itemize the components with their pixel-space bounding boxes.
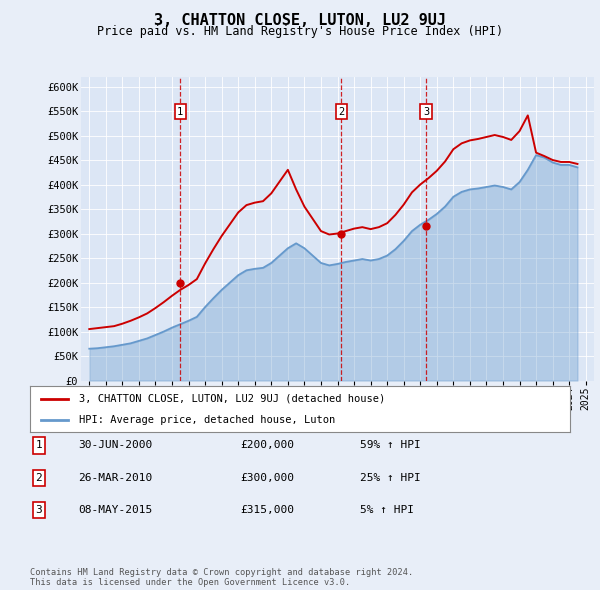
Text: 1: 1 [35, 441, 43, 450]
Text: £200,000: £200,000 [240, 441, 294, 450]
Text: 26-MAR-2010: 26-MAR-2010 [78, 473, 152, 483]
Text: 2: 2 [338, 107, 344, 117]
Text: 5% ↑ HPI: 5% ↑ HPI [360, 506, 414, 515]
Text: HPI: Average price, detached house, Luton: HPI: Average price, detached house, Luto… [79, 415, 335, 425]
Text: 08-MAY-2015: 08-MAY-2015 [78, 506, 152, 515]
Text: £315,000: £315,000 [240, 506, 294, 515]
Text: 25% ↑ HPI: 25% ↑ HPI [360, 473, 421, 483]
Text: Contains HM Land Registry data © Crown copyright and database right 2024.
This d: Contains HM Land Registry data © Crown c… [30, 568, 413, 587]
Text: 59% ↑ HPI: 59% ↑ HPI [360, 441, 421, 450]
Text: 3, CHATTON CLOSE, LUTON, LU2 9UJ: 3, CHATTON CLOSE, LUTON, LU2 9UJ [154, 13, 446, 28]
Text: 2: 2 [35, 473, 43, 483]
Text: 30-JUN-2000: 30-JUN-2000 [78, 441, 152, 450]
Text: 3: 3 [423, 107, 430, 117]
Text: Price paid vs. HM Land Registry's House Price Index (HPI): Price paid vs. HM Land Registry's House … [97, 25, 503, 38]
Text: 3, CHATTON CLOSE, LUTON, LU2 9UJ (detached house): 3, CHATTON CLOSE, LUTON, LU2 9UJ (detach… [79, 394, 385, 404]
Text: 3: 3 [35, 506, 43, 515]
Text: £300,000: £300,000 [240, 473, 294, 483]
Text: 1: 1 [177, 107, 184, 117]
